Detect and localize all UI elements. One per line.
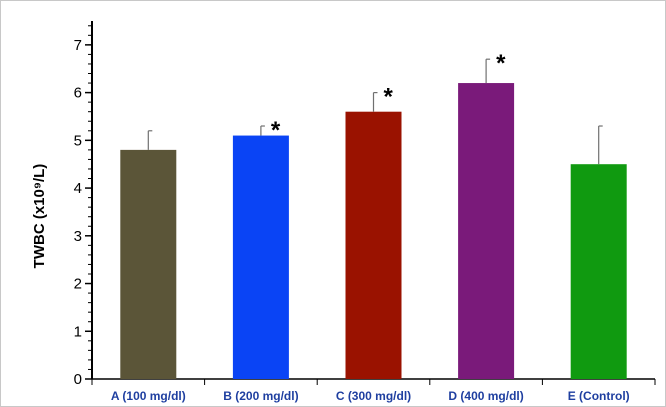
significance-asterisk: *: [271, 117, 281, 144]
y-tick-label: 1: [74, 323, 82, 340]
y-tick-label: 4: [74, 180, 82, 197]
bar-d: [458, 83, 515, 379]
y-tick-label: 6: [74, 85, 82, 102]
y-tick-label: 5: [74, 132, 82, 149]
bar-c: [345, 111, 402, 380]
bar-b: [232, 135, 289, 379]
y-tick-label: 2: [74, 276, 82, 293]
x-category-label: A (100 mg/dl): [111, 389, 186, 403]
significance-asterisk: *: [384, 84, 394, 111]
y-axis-title: TWBC (x10⁹/L): [31, 164, 48, 269]
bar-a: [120, 149, 177, 379]
y-tick-label: 0: [74, 371, 82, 388]
significance-asterisk: *: [496, 50, 506, 77]
bar-e: [570, 164, 627, 379]
bars-layer: [120, 58, 627, 380]
y-tick-label: 3: [74, 228, 82, 245]
labels-layer: 0 1 2 3 4 5 6 7 A (100 mg/dl) * B (200 mg/dl) * C (3…: [74, 37, 630, 403]
x-category-label: D (400 mg/dl): [448, 389, 523, 403]
x-category-label: C (300 mg/dl): [336, 389, 411, 403]
y-tick-label: 7: [74, 37, 82, 54]
x-category-label: E (Control): [568, 389, 630, 403]
x-category-label: B (200 mg/dl): [223, 389, 298, 403]
